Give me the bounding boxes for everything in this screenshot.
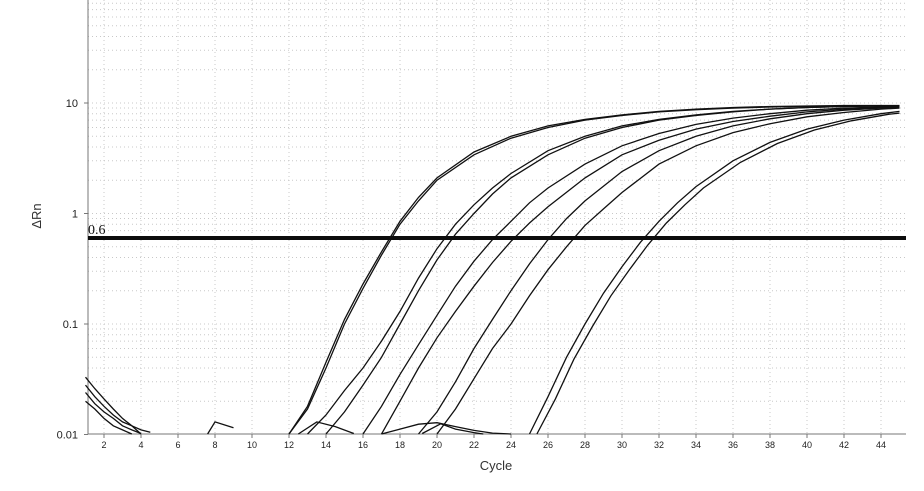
x-tick-label: 20 — [432, 440, 442, 450]
x-tick-labels: 2468101214161820222426283032343638404244 — [101, 434, 886, 450]
x-tick-label: 24 — [506, 440, 516, 450]
amplification-curve-2[interactable] — [289, 106, 900, 434]
x-tick-label: 42 — [839, 440, 849, 450]
amplification-curve-6[interactable] — [382, 107, 900, 434]
x-tick-label: 40 — [802, 440, 812, 450]
x-tick-label: 38 — [765, 440, 775, 450]
x-tick-label: 14 — [321, 440, 331, 450]
x-tick-label: 36 — [728, 440, 738, 450]
amplification-curve-1[interactable] — [289, 106, 900, 435]
x-tick-label: 10 — [247, 440, 257, 450]
x-tick-label: 30 — [617, 440, 627, 450]
y-tick-label: 0.01 — [57, 430, 78, 442]
x-tick-label: 4 — [138, 440, 143, 450]
amplification-curve-14[interactable] — [86, 401, 132, 434]
y-tick-label: 0.1 — [63, 319, 78, 331]
amplification-curve-15[interactable] — [208, 422, 234, 434]
x-axis-label: Cycle — [480, 458, 513, 473]
y-tick-label: 1 — [72, 209, 78, 221]
x-tick-label: 44 — [876, 440, 886, 450]
x-tick-label: 22 — [469, 440, 479, 450]
x-tick-label: 2 — [101, 440, 106, 450]
y-tick-label: 10 — [66, 98, 78, 110]
x-tick-label: 32 — [654, 440, 664, 450]
x-tick-label: 8 — [212, 440, 217, 450]
x-tick-label: 12 — [284, 440, 294, 450]
x-tick-label: 34 — [691, 440, 701, 450]
x-tick-label: 26 — [543, 440, 553, 450]
amplification-curve-17[interactable] — [382, 423, 512, 434]
amplification-curve-5[interactable] — [363, 107, 900, 435]
amplification-curve-4[interactable] — [326, 106, 900, 434]
threshold-label: 0.6 — [88, 223, 106, 238]
y-tick-labels: 0.01 0.1 1 10 — [57, 98, 88, 442]
y-axis-label: ΔRn — [29, 203, 44, 228]
amplification-curves — [86, 106, 900, 435]
grid — [88, 0, 906, 434]
x-tick-label: 18 — [395, 440, 405, 450]
x-tick-label: 6 — [175, 440, 180, 450]
axes — [88, 0, 906, 434]
x-tick-label: 16 — [358, 440, 368, 450]
x-tick-label: 28 — [580, 440, 590, 450]
